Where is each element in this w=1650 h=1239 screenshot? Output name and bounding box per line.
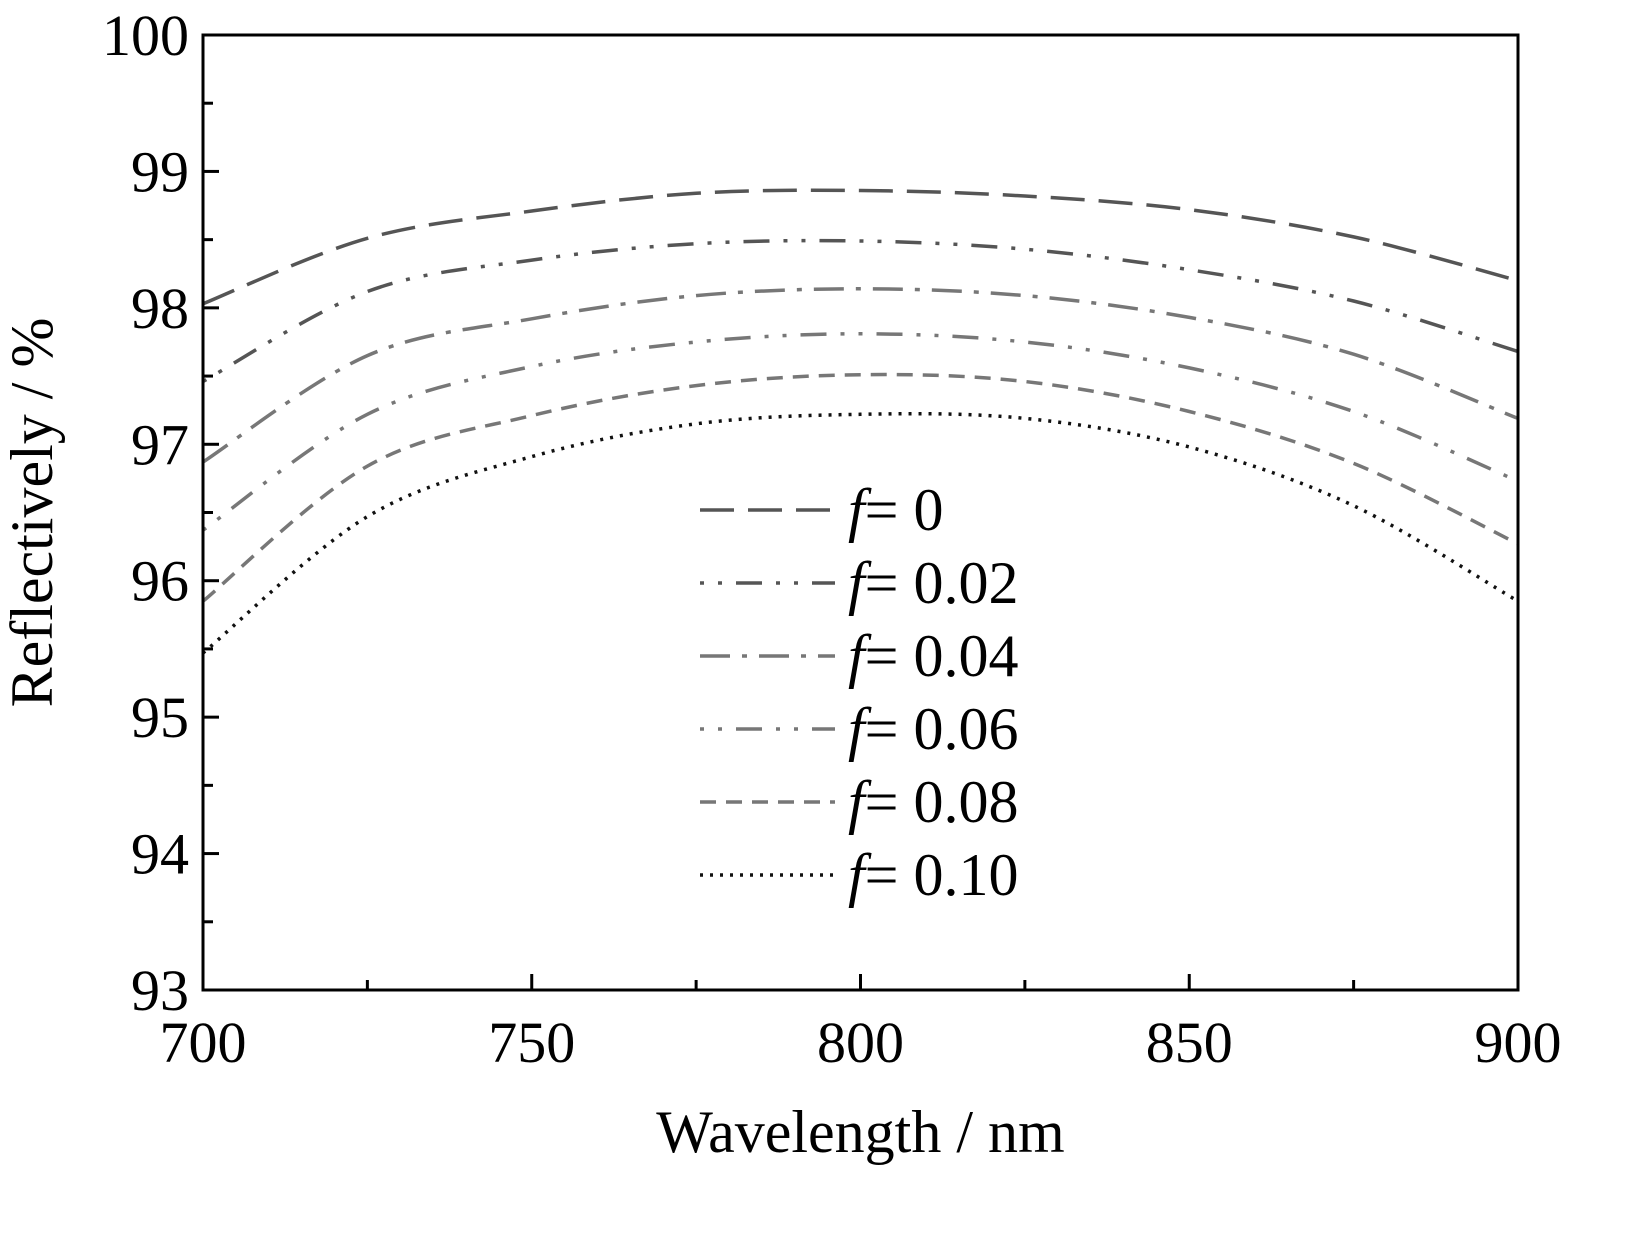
legend-label-suffix: = 0.06 — [865, 696, 1019, 762]
y-tick-label: 93 — [131, 958, 189, 1023]
x-tick-label: 750 — [488, 1010, 575, 1075]
y-tick-label: 100 — [102, 3, 189, 68]
y-tick-label: 98 — [131, 276, 189, 341]
legend-label-suffix: = 0.04 — [865, 623, 1019, 689]
x-tick-labels: 700 750 800 850 900 — [160, 1010, 1562, 1075]
plot-frame — [201, 33, 1520, 992]
x-tick-label: 700 — [160, 1010, 247, 1075]
y-tick-label: 96 — [131, 549, 189, 614]
series-line-5 — [201, 372, 1519, 603]
legend-label: f= 0.10 — [848, 842, 1019, 908]
y-tick-label: 97 — [131, 412, 189, 477]
legend-label: f= 0.02 — [848, 550, 1019, 616]
legend-label: f= 0 — [848, 477, 944, 543]
legend-label-suffix: = 0.08 — [865, 769, 1019, 835]
legend-label-suffix: = 0.02 — [865, 550, 1019, 616]
x-tick-label: 900 — [1475, 1010, 1562, 1075]
legend-label: f= 0.08 — [848, 769, 1019, 835]
x-tick-label: 850 — [1146, 1010, 1233, 1075]
x-axis-title: Wavelength / nm — [656, 1099, 1064, 1165]
series-line-1 — [202, 188, 1519, 306]
y-tick-label: 94 — [131, 822, 189, 887]
series-line-4 — [201, 332, 1519, 532]
legend-label-suffix: = 0 — [865, 477, 944, 543]
legend-label: f= 0.04 — [848, 623, 1019, 689]
series-lines — [201, 188, 1519, 655]
series-line-2 — [202, 238, 1519, 384]
y-tick-label: 99 — [131, 139, 189, 204]
y-tick-label: 95 — [131, 685, 189, 750]
legend: f= 0 f= 0.02 f= 0.04 f= 0.06 f= 0.08 f= 0.10 — [700, 477, 1019, 908]
legend-label: f= 0.06 — [848, 696, 1019, 762]
series-line-3 — [202, 287, 1519, 464]
y-tick-labels: 93 94 95 96 97 98 99 100 — [102, 3, 189, 1023]
x-tick-label: 800 — [817, 1010, 904, 1075]
legend-label-suffix: = 0.10 — [865, 842, 1019, 908]
tick-marks — [201, 33, 1520, 992]
y-axis-title: Reflectively / % — [0, 318, 65, 708]
series-line-6 — [201, 411, 1519, 655]
